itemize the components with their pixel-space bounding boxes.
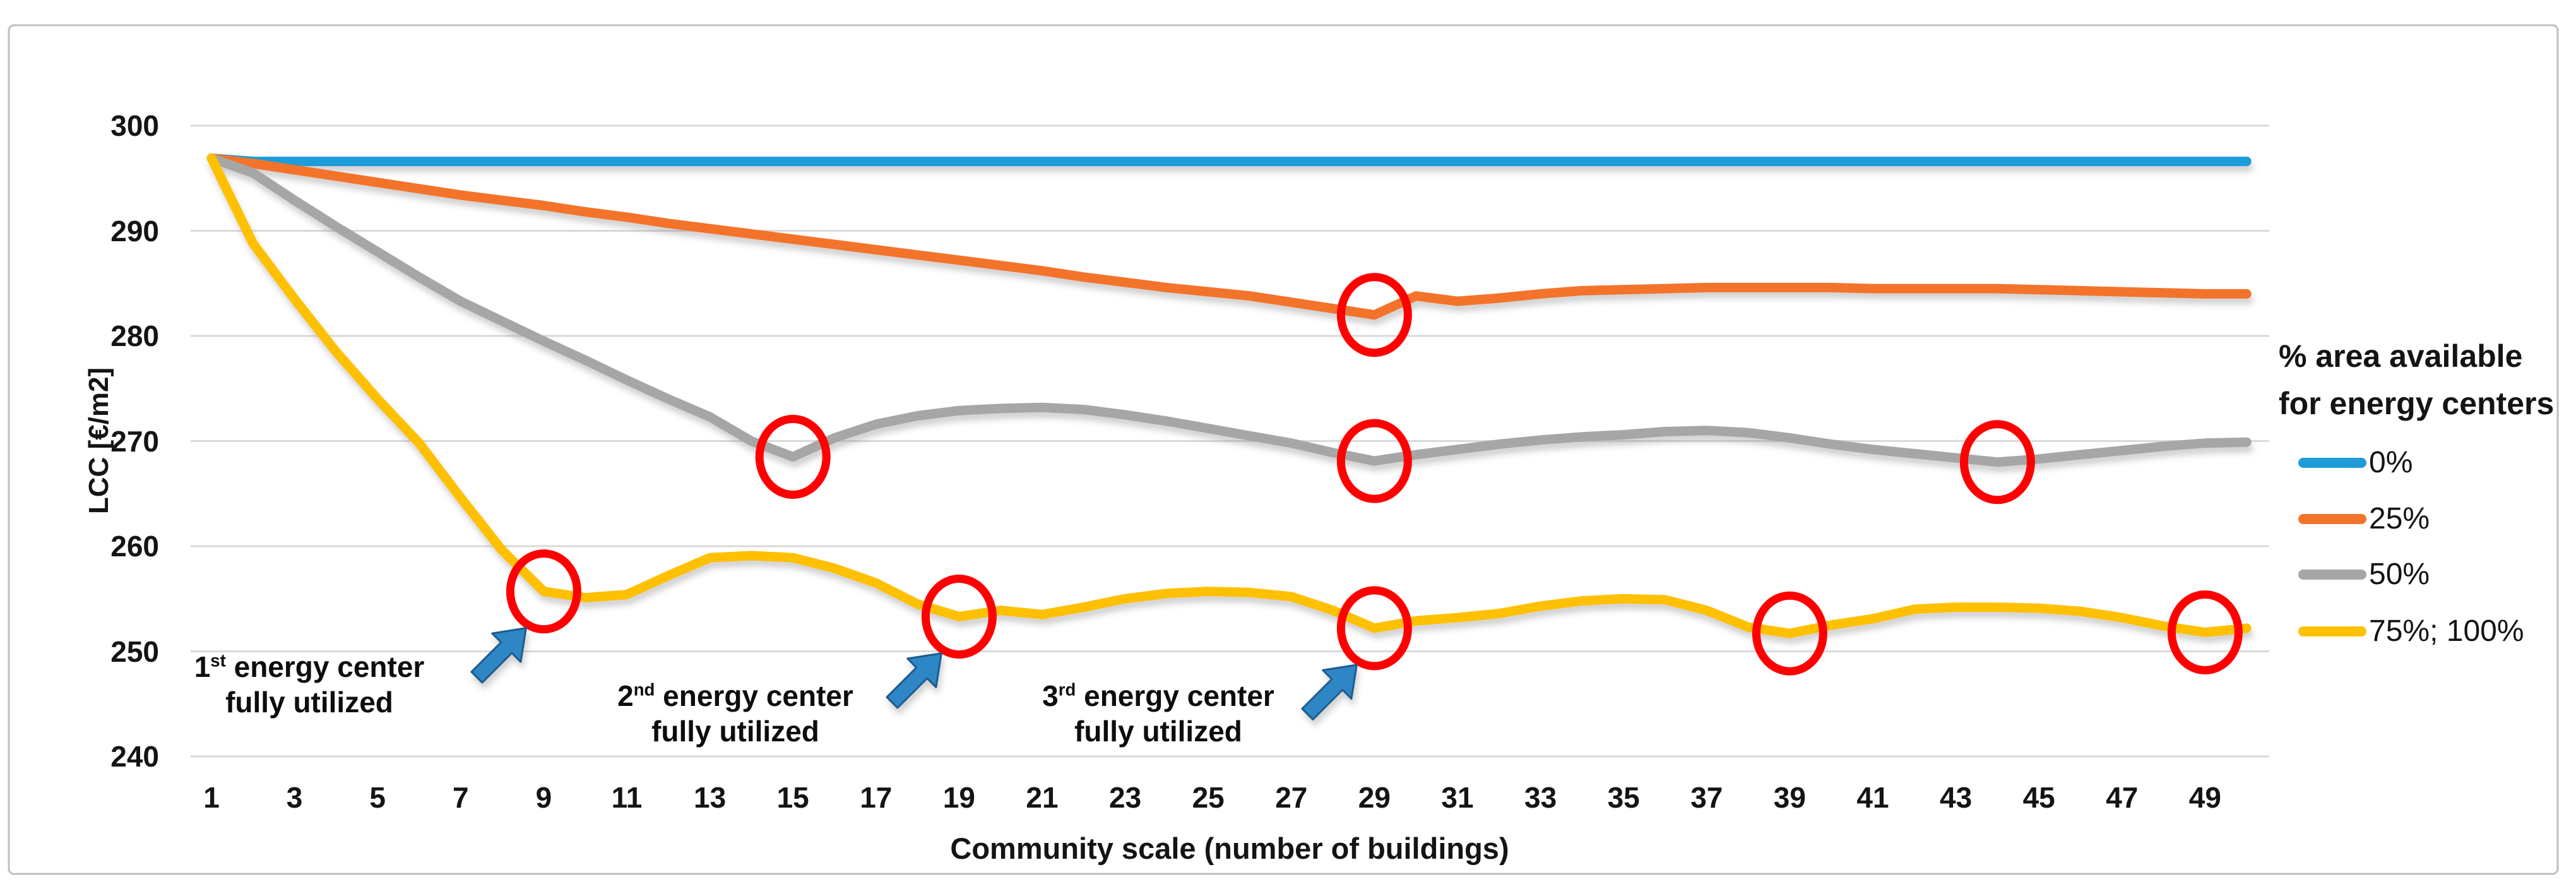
y-tick-label-240: 240: [110, 740, 159, 773]
annotation-arrow-1: [470, 627, 527, 684]
series-lines: [206, 153, 2252, 638]
x-tick-label-49: 49: [2188, 781, 2221, 814]
legend-item-label-50%: 50%: [2369, 558, 2430, 591]
figure-border: [8, 24, 2559, 875]
highlight-circle-x44: [1959, 420, 2035, 505]
x-tick-label-33: 33: [1524, 781, 1557, 814]
series-line-50%: [206, 153, 2252, 467]
highlight-circle-x29: [1336, 586, 1412, 671]
y-tick-label-300: 300: [110, 109, 159, 142]
annotation-line1: 2nd energy center: [617, 679, 853, 712]
legend-title-line2: for energy centers: [2279, 386, 2555, 421]
legend-title-line1: % area available: [2279, 338, 2523, 374]
x-axis-title: Community scale (number of buildings): [950, 832, 1509, 865]
x-tick-label-1: 1: [203, 781, 220, 814]
legend-item-label-0%: 0%: [2369, 446, 2413, 479]
highlight-circle-x19: [921, 575, 997, 659]
highlight-circle-x15: [755, 414, 831, 499]
x-tick-label-5: 5: [369, 781, 386, 814]
x-tick-label-41: 41: [1856, 781, 1889, 814]
series-line-25%: [206, 153, 2252, 320]
legend-swatches: [2298, 458, 2366, 636]
highlight-circles: [506, 273, 2243, 676]
x-tick-label-35: 35: [1607, 781, 1640, 814]
annotation-second-energy-center: 2nd energy center fully utilized: [593, 678, 877, 749]
annotation-arrows: [470, 627, 1358, 720]
series-line-75%; 100%: [206, 153, 2252, 638]
x-tick-label-25: 25: [1192, 781, 1225, 814]
highlight-circle-x49: [2167, 590, 2243, 675]
x-tick-label-17: 17: [860, 781, 893, 814]
x-tick-label-9: 9: [535, 781, 552, 814]
x-tick-label-37: 37: [1690, 781, 1723, 814]
x-tick-label-39: 39: [1773, 781, 1806, 814]
x-tick-label-19: 19: [942, 781, 975, 814]
annotation-arrow-2: [886, 652, 942, 709]
x-tick-label-23: 23: [1109, 781, 1142, 814]
annotation-line1: 1st energy center: [194, 650, 425, 683]
legend-item-label-75%; 100%: 75%; 100%: [2369, 614, 2524, 648]
y-tick-label-260: 260: [110, 530, 159, 563]
annotation-line1: 3rd energy center: [1042, 679, 1274, 712]
x-tick-label-47: 47: [2106, 781, 2139, 814]
y-tick-label-280: 280: [110, 320, 159, 352]
x-tick-label-7: 7: [453, 781, 469, 814]
x-tick-label-11: 11: [611, 781, 643, 814]
y-tick-label-270: 270: [110, 424, 159, 458]
x-tick-label-21: 21: [1026, 781, 1059, 814]
annotation-line2: fully utilized: [225, 686, 393, 719]
y-tick-label-290: 290: [110, 214, 159, 248]
x-tick-label-31: 31: [1441, 781, 1474, 814]
highlight-circle-x9: [506, 549, 581, 634]
legend-item-label-25%: 25%: [2369, 502, 2430, 535]
y-tick-label-250: 250: [110, 635, 159, 668]
x-tick-label-3: 3: [286, 781, 303, 814]
annotation-line2: fully utilized: [651, 715, 819, 748]
series-line-0%: [206, 153, 2252, 167]
annotation-line2: fully utilized: [1074, 715, 1242, 748]
annotation-third-energy-center: 3rd energy center fully utilized: [1016, 678, 1300, 749]
x-tick-label-43: 43: [1940, 781, 1973, 814]
annotation-first-energy-center: 1st energy center fully utilized: [167, 649, 451, 720]
highlight-circle-x29: [1336, 419, 1412, 503]
x-tick-label-13: 13: [694, 781, 727, 814]
x-tick-label-27: 27: [1275, 781, 1308, 814]
highlight-circle-x39: [1752, 591, 1827, 676]
x-tick-label-29: 29: [1358, 781, 1391, 814]
x-tick-label-15: 15: [776, 781, 809, 814]
annotation-arrow-3: [1301, 664, 1358, 720]
highlight-circle-x29: [1336, 273, 1412, 357]
x-tick-label-45: 45: [2022, 781, 2055, 814]
